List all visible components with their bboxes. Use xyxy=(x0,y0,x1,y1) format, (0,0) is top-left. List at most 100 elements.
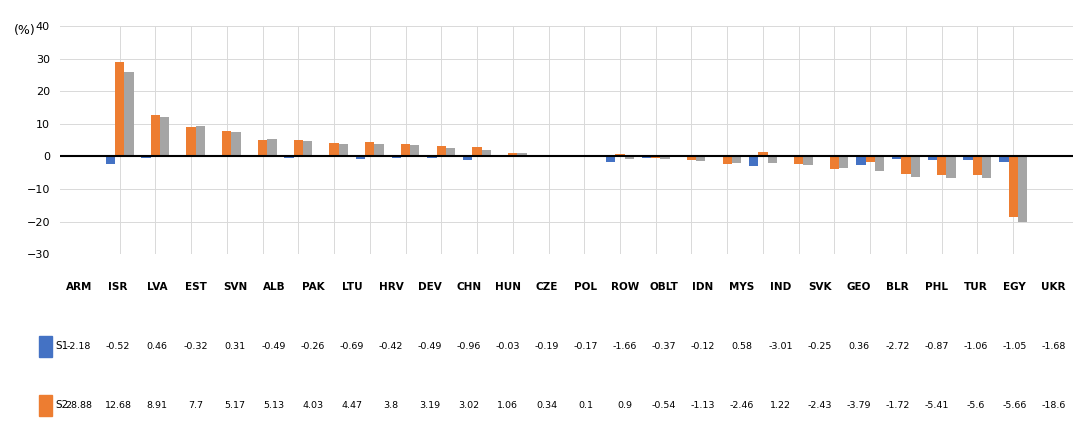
Text: 4.03: 4.03 xyxy=(302,401,323,410)
Bar xyxy=(105,156,115,163)
Text: -2.18: -2.18 xyxy=(67,342,91,351)
Bar xyxy=(330,143,338,156)
Bar xyxy=(749,156,759,166)
Text: 12.68: 12.68 xyxy=(104,401,131,410)
Text: -0.42: -0.42 xyxy=(378,342,403,351)
Bar xyxy=(821,155,829,156)
Bar xyxy=(875,156,885,171)
Bar xyxy=(141,156,151,158)
Bar xyxy=(258,140,268,156)
Text: DEV: DEV xyxy=(418,282,442,292)
Bar xyxy=(856,156,865,165)
Text: 0.34: 0.34 xyxy=(537,401,557,410)
Bar xyxy=(508,153,517,156)
Bar xyxy=(982,156,992,178)
Bar xyxy=(177,155,186,156)
Bar xyxy=(732,156,741,162)
Text: -3.01: -3.01 xyxy=(769,342,793,351)
Text: -1.72: -1.72 xyxy=(886,401,909,410)
Text: 7.7: 7.7 xyxy=(189,401,204,410)
Text: 1.22: 1.22 xyxy=(771,401,791,410)
Bar xyxy=(151,115,160,156)
Bar xyxy=(696,156,706,161)
Text: PAK: PAK xyxy=(301,282,324,292)
Bar xyxy=(365,142,374,156)
Bar xyxy=(1018,156,1028,222)
Bar xyxy=(901,156,911,174)
Text: MYS: MYS xyxy=(730,282,754,292)
Bar xyxy=(125,72,133,156)
Text: 5.13: 5.13 xyxy=(263,401,285,410)
Bar xyxy=(294,140,304,156)
Bar xyxy=(160,117,169,156)
Bar xyxy=(911,156,920,177)
Bar xyxy=(687,156,696,160)
Bar xyxy=(964,156,972,160)
Text: SVK: SVK xyxy=(808,282,831,292)
Text: GEO: GEO xyxy=(847,282,870,292)
Bar xyxy=(401,144,410,156)
Text: -1.68: -1.68 xyxy=(1042,342,1066,351)
Text: UKR: UKR xyxy=(1042,282,1066,292)
Bar xyxy=(284,156,294,158)
Text: 3.02: 3.02 xyxy=(459,401,479,410)
Bar xyxy=(865,156,875,162)
Bar xyxy=(616,153,624,156)
Bar xyxy=(803,156,813,165)
Text: IDN: IDN xyxy=(693,282,713,292)
Bar xyxy=(839,156,849,168)
Text: 3.8: 3.8 xyxy=(384,401,399,410)
Bar xyxy=(115,63,125,156)
Bar xyxy=(767,156,777,162)
Bar xyxy=(356,156,365,159)
Bar xyxy=(320,156,330,157)
Bar xyxy=(473,147,481,156)
Text: 5.17: 5.17 xyxy=(224,401,246,410)
Text: -0.12: -0.12 xyxy=(691,342,715,351)
Bar xyxy=(446,148,455,156)
Text: ROW: ROW xyxy=(610,282,638,292)
Text: -2.46: -2.46 xyxy=(730,401,754,410)
Bar xyxy=(232,132,241,156)
Bar xyxy=(651,156,660,158)
Bar xyxy=(212,156,222,158)
Bar xyxy=(391,156,401,158)
Text: PHL: PHL xyxy=(926,282,948,292)
Text: SVN: SVN xyxy=(223,282,247,292)
Text: -0.26: -0.26 xyxy=(301,342,325,351)
Bar xyxy=(713,155,723,156)
Bar xyxy=(517,153,527,156)
Bar xyxy=(268,138,276,156)
Bar xyxy=(946,156,956,178)
Bar xyxy=(937,156,946,175)
Bar xyxy=(248,155,258,156)
Bar xyxy=(624,156,634,159)
Text: S1: S1 xyxy=(55,341,68,351)
Bar xyxy=(463,156,473,159)
Text: -0.52: -0.52 xyxy=(106,342,130,351)
Text: TUR: TUR xyxy=(964,282,988,292)
Bar xyxy=(829,156,839,169)
Bar xyxy=(723,156,732,164)
Bar xyxy=(606,156,616,162)
Text: 8.91: 8.91 xyxy=(146,401,168,410)
Text: -3.79: -3.79 xyxy=(847,401,872,410)
Bar xyxy=(999,156,1008,162)
Text: 0.46: 0.46 xyxy=(146,342,168,351)
Text: HUN: HUN xyxy=(495,282,521,292)
Text: -5.66: -5.66 xyxy=(1003,401,1027,410)
Bar xyxy=(544,155,553,156)
Text: CZE: CZE xyxy=(535,282,558,292)
Text: EGY: EGY xyxy=(1004,282,1027,292)
Text: -0.87: -0.87 xyxy=(925,342,948,351)
Text: -1.13: -1.13 xyxy=(691,401,715,410)
Bar xyxy=(534,156,544,157)
Text: -2.72: -2.72 xyxy=(886,342,909,351)
Bar xyxy=(437,146,446,156)
Text: -0.54: -0.54 xyxy=(651,401,676,410)
Text: 0.1: 0.1 xyxy=(579,401,593,410)
Text: -0.03: -0.03 xyxy=(495,342,520,351)
Text: -1.05: -1.05 xyxy=(1003,342,1027,351)
Text: CHN: CHN xyxy=(456,282,481,292)
Text: ALB: ALB xyxy=(262,282,285,292)
